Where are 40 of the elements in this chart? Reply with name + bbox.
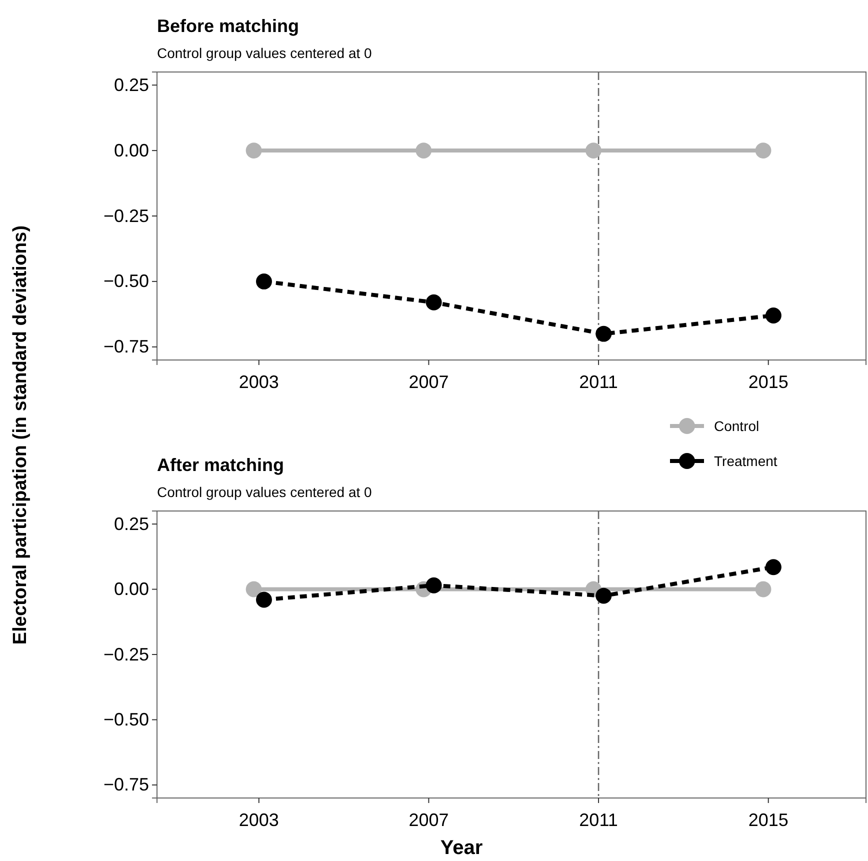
point bbox=[596, 588, 612, 604]
point bbox=[596, 326, 612, 342]
y-tick-label: −0.50 bbox=[103, 709, 149, 730]
x-tick-label: 2011 bbox=[579, 372, 618, 392]
point bbox=[585, 142, 602, 159]
point bbox=[755, 142, 772, 159]
point bbox=[755, 581, 772, 598]
point bbox=[765, 308, 782, 324]
y-tick-label: −0.75 bbox=[103, 336, 149, 357]
y-tick-label: 0.25 bbox=[114, 514, 149, 534]
x-tick-label: 2011 bbox=[579, 810, 618, 830]
y-tick-label: −0.50 bbox=[103, 271, 149, 292]
legend-label: Control bbox=[714, 418, 760, 434]
chart-subtitle: Control group values centered at 0 bbox=[157, 45, 372, 61]
y-tick-label: 0.00 bbox=[114, 579, 149, 600]
point bbox=[246, 581, 262, 598]
x-tick-label: 2007 bbox=[408, 810, 449, 830]
chart-subtitle: Control group values centered at 0 bbox=[157, 484, 372, 500]
x-axis-title: Year bbox=[440, 837, 483, 859]
point bbox=[426, 294, 442, 310]
y-tick-label: −0.75 bbox=[103, 774, 149, 795]
chart-title: Before matching bbox=[157, 16, 300, 36]
x-tick-label: 2007 bbox=[408, 372, 449, 392]
y-axis-title: Electoral participation (in standard deviations) bbox=[10, 225, 31, 645]
point bbox=[256, 592, 272, 608]
legend-label: Treatment bbox=[714, 453, 778, 469]
y-tick-label: −0.25 bbox=[103, 206, 149, 226]
point bbox=[416, 142, 432, 159]
y-tick-label: −0.25 bbox=[103, 644, 149, 664]
point bbox=[246, 142, 262, 159]
chart-title: After matching bbox=[157, 455, 284, 475]
y-tick-label: 0.25 bbox=[114, 74, 149, 95]
x-tick-label: 2015 bbox=[748, 372, 788, 392]
y-tick-label: 0.00 bbox=[114, 140, 149, 160]
x-tick-label: 2003 bbox=[238, 810, 279, 830]
point bbox=[256, 273, 272, 290]
point bbox=[765, 559, 782, 576]
x-tick-label: 2003 bbox=[238, 372, 279, 392]
x-tick-label: 2015 bbox=[748, 810, 788, 830]
point bbox=[426, 577, 442, 594]
